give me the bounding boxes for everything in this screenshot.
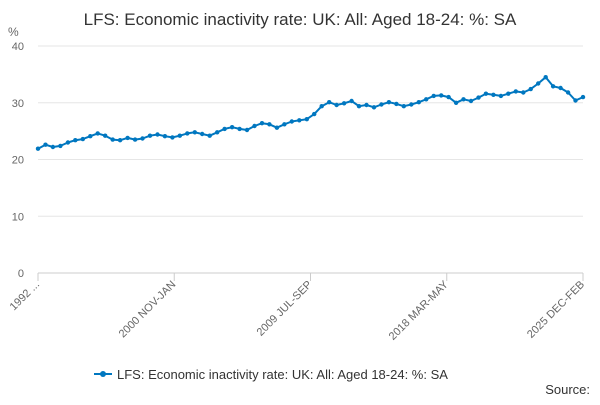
data-point[interactable] xyxy=(304,117,309,122)
data-point[interactable] xyxy=(580,94,586,100)
data-point[interactable] xyxy=(43,142,48,147)
y-tick-label: 0 xyxy=(18,268,24,280)
data-point[interactable] xyxy=(349,98,354,104)
series-layer xyxy=(35,75,586,151)
x-tick-label: 2000 NOV-JAN xyxy=(117,279,179,341)
data-point[interactable] xyxy=(536,81,541,86)
data-point[interactable] xyxy=(513,89,518,94)
grid-lines xyxy=(38,45,583,274)
y-tick-label: 10 xyxy=(12,211,24,223)
data-point[interactable] xyxy=(334,102,339,108)
data-point[interactable] xyxy=(155,132,160,137)
data-point[interactable] xyxy=(506,91,511,96)
data-point[interactable] xyxy=(95,131,100,136)
data-point[interactable] xyxy=(416,100,421,105)
data-point[interactable] xyxy=(498,93,504,99)
data-point[interactable] xyxy=(267,122,272,127)
y-axis-ticks: 0 10 20 30 40 xyxy=(12,41,24,280)
data-point[interactable] xyxy=(461,97,466,102)
source-label: Source: xyxy=(545,382,590,397)
data-point[interactable] xyxy=(483,91,489,96)
data-point[interactable] xyxy=(282,122,287,127)
x-tick-label: 2025 DEC-FEB xyxy=(525,279,587,341)
x-tick-label: 1992 ... xyxy=(8,279,42,313)
data-point[interactable] xyxy=(192,130,197,135)
data-point[interactable] xyxy=(125,135,130,141)
data-point[interactable] xyxy=(327,100,332,105)
data-point[interactable] xyxy=(58,143,63,149)
data-point[interactable] xyxy=(200,131,205,137)
data-point[interactable] xyxy=(103,133,108,138)
data-point[interactable] xyxy=(35,146,41,151)
data-point[interactable] xyxy=(543,75,548,80)
data-point[interactable] xyxy=(252,123,257,129)
data-point[interactable] xyxy=(244,127,250,133)
y-tick-label: 40 xyxy=(12,41,24,53)
data-point[interactable] xyxy=(215,130,220,135)
data-point[interactable] xyxy=(431,93,436,99)
data-point[interactable] xyxy=(312,111,317,117)
data-point[interactable] xyxy=(289,119,294,124)
data-point[interactable] xyxy=(274,125,280,130)
data-point[interactable] xyxy=(117,138,123,143)
data-point[interactable] xyxy=(222,126,227,132)
data-point[interactable] xyxy=(401,104,406,109)
legend-item-label: LFS: Economic inactivity rate: UK: All: … xyxy=(117,367,448,382)
data-point[interactable] xyxy=(147,133,153,138)
data-point[interactable] xyxy=(573,98,578,103)
data-point[interactable] xyxy=(550,84,556,89)
data-point[interactable] xyxy=(394,101,399,107)
data-point[interactable] xyxy=(356,104,362,109)
data-point[interactable] xyxy=(237,126,242,132)
x-tick-label: 2009 JUL-SEP xyxy=(255,279,315,339)
data-point[interactable] xyxy=(521,90,526,95)
data-point[interactable] xyxy=(80,136,86,142)
chart-title: LFS: Economic inactivity rate: UK: All: … xyxy=(84,10,517,29)
data-point[interactable] xyxy=(259,121,265,126)
data-point[interactable] xyxy=(132,137,138,142)
data-point[interactable] xyxy=(476,95,481,100)
data-point[interactable] xyxy=(185,131,190,136)
data-point[interactable] xyxy=(558,85,563,91)
series-line xyxy=(37,76,584,150)
legend[interactable]: LFS: Economic inactivity rate: UK: All: … xyxy=(94,367,448,382)
data-point[interactable] xyxy=(468,98,474,104)
y-tick-label: 20 xyxy=(12,155,24,167)
data-point[interactable] xyxy=(73,138,78,143)
data-point[interactable] xyxy=(140,136,145,141)
x-tick-label: 2018 MAR-MAY xyxy=(387,278,452,343)
data-point[interactable] xyxy=(162,134,168,139)
data-point[interactable] xyxy=(453,100,459,106)
data-point[interactable] xyxy=(386,100,392,105)
data-point[interactable] xyxy=(371,105,377,110)
data-point[interactable] xyxy=(364,102,369,108)
y-tick-label: 30 xyxy=(12,98,24,110)
legend-swatch-marker xyxy=(100,371,106,377)
data-point[interactable] xyxy=(565,90,571,95)
data-point[interactable] xyxy=(65,140,71,145)
data-point[interactable] xyxy=(319,104,324,109)
data-point[interactable] xyxy=(491,92,496,98)
data-point[interactable] xyxy=(424,97,429,102)
data-point[interactable] xyxy=(297,118,302,123)
data-point[interactable] xyxy=(341,101,347,106)
data-point[interactable] xyxy=(379,102,384,107)
data-point[interactable] xyxy=(409,102,414,107)
data-point[interactable] xyxy=(207,133,212,138)
data-point[interactable] xyxy=(170,135,175,140)
data-point[interactable] xyxy=(229,125,235,130)
data-point[interactable] xyxy=(50,144,56,150)
data-point[interactable] xyxy=(446,94,451,100)
data-point[interactable] xyxy=(528,86,533,92)
data-point[interactable] xyxy=(88,134,93,139)
data-point[interactable] xyxy=(439,93,444,98)
data-point[interactable] xyxy=(110,137,115,142)
x-axis-ticks: 1992 ... 2000 NOV-JAN 2009 JUL-SEP 2018 MAR… xyxy=(8,273,587,343)
data-point[interactable] xyxy=(177,133,182,138)
y-axis-label: % xyxy=(8,25,19,39)
